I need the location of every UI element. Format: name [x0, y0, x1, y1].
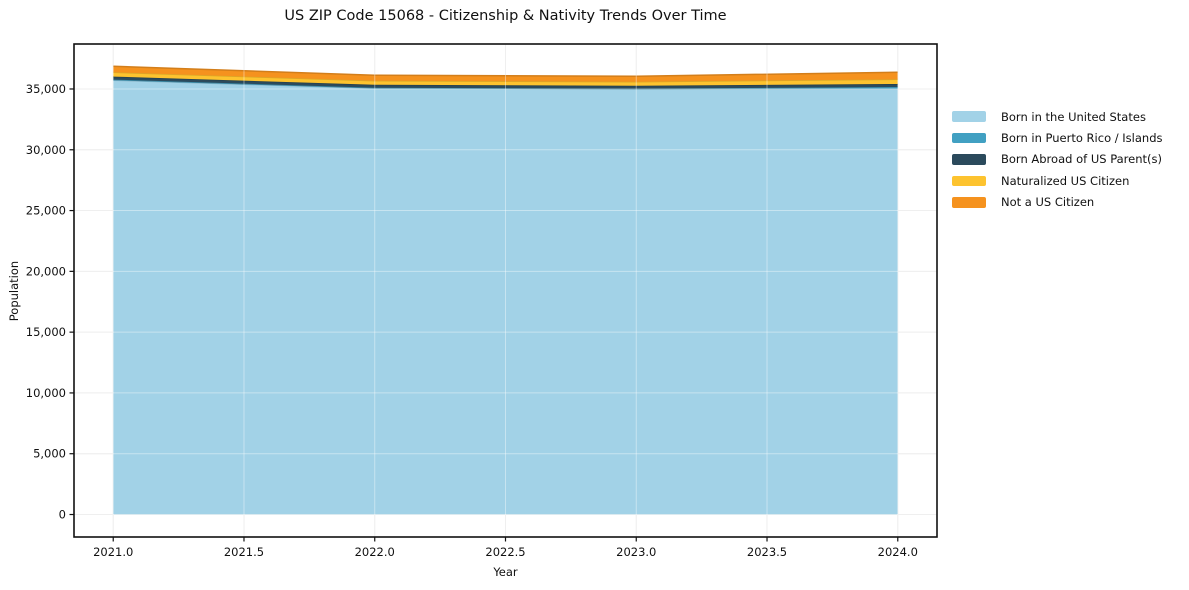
legend-label: Born in Puerto Rico / Islands	[1001, 131, 1163, 146]
y-tick-label: 10,000	[26, 386, 66, 400]
area-series	[113, 72, 898, 86]
x-tick-label: 2021.5	[224, 545, 264, 559]
y-axis-label: Population	[7, 260, 21, 322]
chart-title: US ZIP Code 15068 - Citizenship & Nativi…	[284, 8, 727, 24]
legend-swatch	[952, 175, 986, 187]
y-tick-label: 0	[59, 508, 66, 522]
legend: Born in the United States Born in Puerto …	[952, 106, 1163, 213]
x-axis-label: Year	[493, 565, 518, 579]
legend-label: Not a US Citizen	[1001, 195, 1095, 210]
area-series	[113, 66, 898, 82]
y-tick-label: 5,000	[33, 447, 66, 461]
legend-item: Born in the United States	[952, 106, 1163, 127]
legend-item: Not a US Citizen	[952, 192, 1163, 213]
y-tick-label: 25,000	[26, 204, 66, 218]
y-tick-label: 15,000	[26, 325, 66, 339]
y-tick-label: 35,000	[26, 82, 66, 96]
x-tick-label: 2022.0	[355, 545, 395, 559]
legend-item: Born Abroad of US Parent(s)	[952, 149, 1163, 170]
legend-item: Born in Puerto Rico / Islands	[952, 127, 1163, 148]
x-tick-label: 2021.0	[93, 545, 133, 559]
legend-swatch	[952, 154, 986, 165]
legend-label: Born Abroad of US Parent(s)	[1001, 152, 1162, 167]
area-series	[113, 80, 898, 515]
legend-label: Naturalized US Citizen	[1001, 173, 1130, 188]
y-tick-label: 20,000	[26, 264, 66, 278]
x-tick-label: 2023.5	[747, 545, 787, 559]
x-tick-label: 2024.0	[878, 545, 918, 559]
legend-swatch	[952, 132, 986, 144]
x-tick-label: 2023.0	[616, 545, 656, 559]
legend-swatch	[952, 111, 986, 122]
y-tick-label: 30,000	[26, 143, 66, 157]
x-tick-label: 2022.5	[485, 545, 525, 559]
legend-item: Naturalized US Citizen	[952, 170, 1163, 191]
legend-label: Born in the United States	[1001, 109, 1146, 124]
legend-swatch	[952, 197, 986, 208]
series-edge	[113, 65, 898, 77]
